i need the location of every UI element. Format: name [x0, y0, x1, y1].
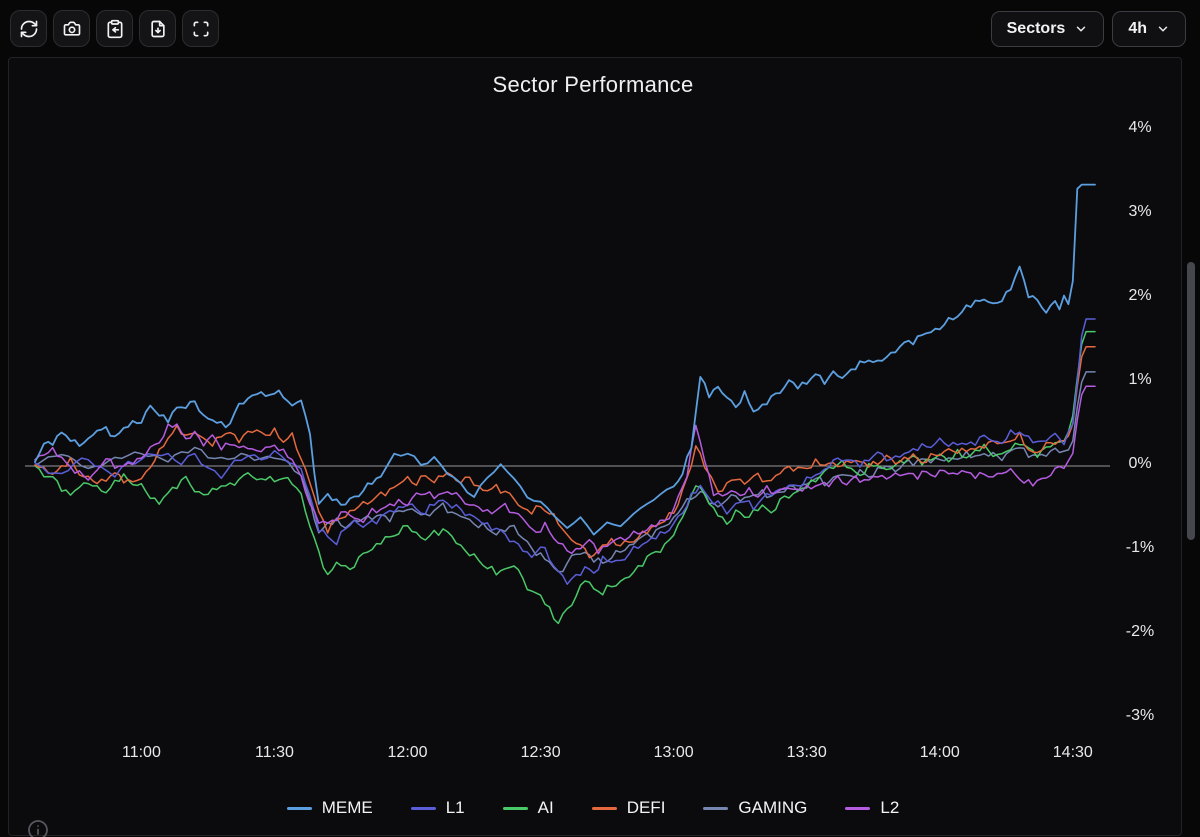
legend-item-l2[interactable]: L2 — [845, 798, 899, 818]
legend-item-defi[interactable]: DEFI — [591, 798, 666, 818]
fullscreen-button[interactable] — [182, 10, 219, 47]
file-download-icon — [150, 20, 165, 37]
clipboard-paste-icon — [107, 19, 122, 38]
fullscreen-icon — [193, 21, 208, 37]
legend-label: GAMING — [738, 798, 808, 817]
chevron-down-icon — [1077, 25, 1086, 32]
legend-label: MEME — [321, 798, 373, 817]
series-line-defi — [34, 345, 1096, 559]
legend-item-ai[interactable]: AI — [502, 798, 554, 818]
chart-area[interactable] — [20, 100, 1115, 745]
legend-swatch — [591, 806, 617, 810]
toolbar-icon-group — [10, 10, 219, 47]
screenshot-button[interactable] — [53, 10, 90, 47]
legend-label: DEFI — [626, 798, 666, 817]
series-line-gaming — [34, 371, 1096, 573]
legend-swatch — [845, 806, 871, 810]
export-button[interactable] — [139, 10, 176, 47]
legend-swatch — [286, 806, 312, 810]
series-line-meme — [34, 183, 1096, 536]
legend-swatch — [410, 806, 436, 810]
refresh-button[interactable] — [10, 10, 47, 47]
series-line-l2 — [34, 385, 1096, 555]
toolbar-dropdown-group: Sectors 4h — [990, 10, 1186, 47]
refresh-icon — [20, 20, 37, 37]
legend: MEME L1 AI DEFI GAMING L2 — [0, 798, 1186, 818]
chart-title: Sector Performance — [492, 72, 694, 97]
sectors-dropdown-label: Sectors — [1006, 19, 1066, 37]
legend-item-meme[interactable]: MEME — [286, 798, 373, 818]
legend-label: L1 — [445, 798, 465, 817]
legend-label: L2 — [880, 798, 900, 817]
sectors-dropdown[interactable]: Sectors — [990, 10, 1105, 47]
timeframe-dropdown[interactable]: 4h — [1112, 10, 1186, 47]
chart-svg — [25, 183, 1110, 625]
legend-swatch — [502, 806, 528, 810]
camera-icon — [63, 21, 80, 36]
toolbar: Sectors 4h — [10, 10, 1186, 47]
timeframe-dropdown-label: 4h — [1128, 19, 1147, 37]
paste-button[interactable] — [96, 10, 133, 47]
legend-item-gaming[interactable]: GAMING — [703, 798, 807, 818]
scrollbar-thumb[interactable] — [1187, 262, 1195, 540]
info-icon — [28, 820, 48, 837]
legend-item-l1[interactable]: L1 — [410, 798, 465, 818]
chevron-down-icon — [1158, 25, 1168, 32]
legend-swatch — [703, 806, 729, 810]
info-button[interactable] — [26, 818, 50, 837]
series-line-l1 — [34, 318, 1096, 585]
legend-label: AI — [537, 798, 554, 817]
